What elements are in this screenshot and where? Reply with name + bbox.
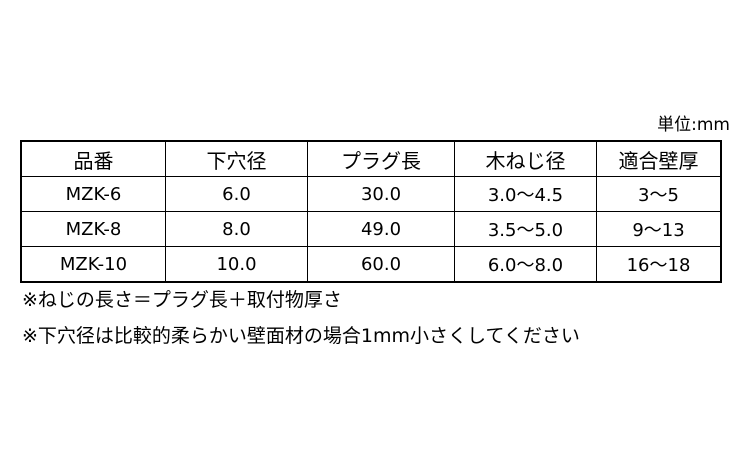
cell: MZK-6 [20,176,166,212]
header-screw-diameter: 木ねじ径 [454,140,597,177]
cell: 60.0 [307,246,455,283]
header-wall-thickness: 適合壁厚 [596,140,722,177]
cell: 3.0～4.5 [454,176,597,212]
cell: 16～18 [596,246,722,283]
unit-label: 単位:mm [657,115,730,135]
cell: 8.0 [165,211,308,247]
table-row: MZK-10 10.0 60.0 6.0～8.0 16～18 [20,246,722,283]
cell: 6.0～8.0 [454,246,597,283]
note-pilot-hole: ※下穴径は比較的柔らかい壁面材の場合1mm小さくしてください [22,325,580,347]
cell: 6.0 [165,176,308,212]
header-plug-length: プラグ長 [307,140,455,177]
table-header-row: 品番 下穴径 プラグ長 木ねじ径 適合壁厚 [20,140,722,177]
cell: 49.0 [307,211,455,247]
cell: 10.0 [165,246,308,283]
note-screw-length: ※ねじの長さ＝プラグ長＋取付物厚さ [22,289,342,311]
header-part-number: 品番 [20,140,166,177]
cell: 3～5 [596,176,722,212]
cell: 9～13 [596,211,722,247]
cell: 3.5～5.0 [454,211,597,247]
cell: 30.0 [307,176,455,212]
header-pilot-hole: 下穴径 [165,140,308,177]
table-row: MZK-6 6.0 30.0 3.0～4.5 3～5 [20,176,722,212]
table-row: MZK-8 8.0 49.0 3.5～5.0 9～13 [20,211,722,247]
cell: MZK-8 [20,211,166,247]
cell: MZK-10 [20,246,166,283]
spec-table: 品番 下穴径 プラグ長 木ねじ径 適合壁厚 MZK-6 6.0 30.0 3.0… [20,140,722,283]
